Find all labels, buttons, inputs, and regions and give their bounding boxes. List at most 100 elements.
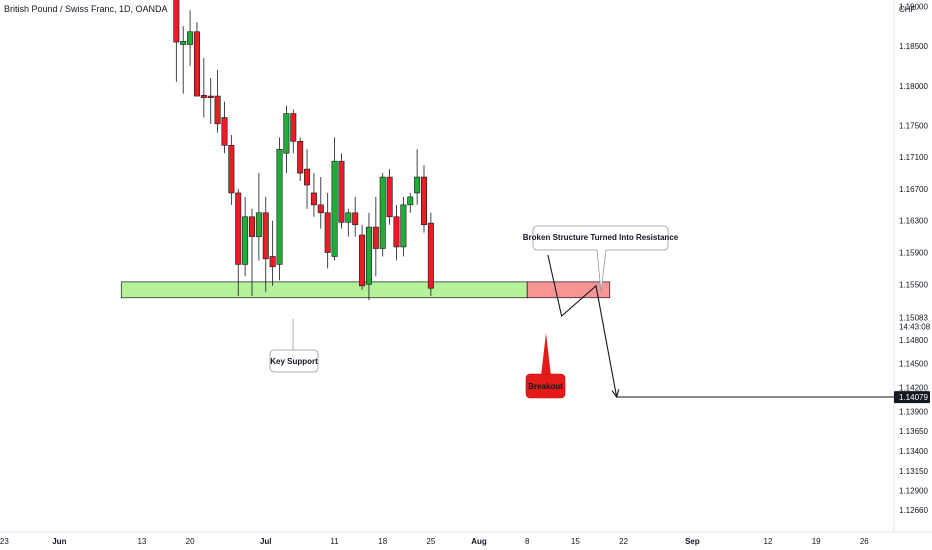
- y-tick-label: 1.17100: [899, 153, 928, 162]
- y-tick-label: 1.14200: [899, 383, 928, 392]
- candle[interactable]: [304, 149, 311, 209]
- candle[interactable]: [324, 192, 331, 269]
- candle[interactable]: [235, 188, 242, 297]
- candle[interactable]: [359, 224, 366, 290]
- candle[interactable]: [290, 109, 297, 154]
- candle[interactable]: [297, 137, 304, 182]
- candle[interactable]: [420, 165, 427, 233]
- candle[interactable]: [345, 208, 352, 237]
- broken-structure-callout[interactable]: Broken Structure Turned Into Resistance: [523, 225, 679, 293]
- candle[interactable]: [200, 57, 207, 118]
- x-tick-label: 25: [426, 537, 435, 546]
- candle[interactable]: [317, 177, 324, 229]
- y-tick-label: 1.12660: [899, 506, 928, 515]
- candle-body-bear: [173, 0, 180, 43]
- y-tick-label: 1.14500: [899, 360, 928, 369]
- candle[interactable]: [331, 137, 338, 261]
- candle-body-bull: [242, 216, 249, 265]
- candle-body-bear: [304, 168, 311, 186]
- candle[interactable]: [372, 196, 379, 277]
- candle-body-bear: [297, 141, 304, 174]
- candle-body-bear: [359, 234, 366, 287]
- candle-body-bear: [214, 95, 221, 125]
- x-tick-label: 11: [330, 537, 339, 546]
- y-tick-label: 1.13400: [899, 447, 928, 456]
- candle-body-bull: [414, 176, 421, 194]
- x-tick-label: 8: [525, 537, 530, 546]
- candle[interactable]: [242, 196, 249, 277]
- drawings-layer: [547, 254, 894, 399]
- candle-body-bear: [352, 212, 359, 226]
- candle-body-bull: [400, 204, 407, 248]
- candle[interactable]: [269, 220, 276, 286]
- candle-body-bear: [324, 212, 331, 253]
- candle[interactable]: [228, 134, 235, 205]
- candle-body-bull: [407, 196, 414, 206]
- x-tick-label: 13: [137, 537, 146, 546]
- candle[interactable]: [407, 192, 414, 213]
- candle[interactable]: [262, 196, 269, 293]
- key-support-callout[interactable]: Key Support: [269, 319, 319, 373]
- breakout-label: Breakout: [528, 382, 563, 391]
- candle-body-bear: [207, 95, 214, 98]
- candle[interactable]: [180, 26, 187, 94]
- candle[interactable]: [249, 208, 256, 297]
- candle-body-bear: [249, 216, 256, 237]
- candle-body-bear: [290, 113, 297, 142]
- broken-structure-pointer: [596, 249, 607, 293]
- candle[interactable]: [393, 204, 400, 261]
- candle[interactable]: [221, 101, 228, 154]
- candle[interactable]: [193, 22, 200, 97]
- key-support-zone[interactable]: [120, 281, 528, 299]
- x-tick-label: 19: [812, 537, 821, 546]
- projection-path[interactable]: [547, 254, 618, 398]
- candle[interactable]: [352, 196, 359, 237]
- candle[interactable]: [365, 212, 372, 301]
- key-support-label: Key Support: [270, 357, 318, 366]
- x-tick-label: 26: [860, 537, 869, 546]
- candle-body-bull: [276, 148, 283, 265]
- candle[interactable]: [414, 149, 421, 205]
- candle-body-bear: [310, 192, 317, 206]
- candle[interactable]: [338, 153, 345, 229]
- x-tick-label: Jul: [260, 537, 272, 546]
- candle[interactable]: [310, 173, 317, 217]
- candle[interactable]: [283, 105, 290, 174]
- candle[interactable]: [400, 196, 407, 257]
- x-tick-label: Sep: [685, 537, 700, 546]
- x-tick-label: 12: [764, 537, 773, 546]
- candle-body-bull: [379, 176, 386, 249]
- candle[interactable]: [173, 0, 180, 82]
- candle[interactable]: [379, 173, 386, 257]
- candle[interactable]: [214, 69, 221, 133]
- candle-body-bull: [331, 160, 338, 257]
- breakout-badge: [525, 373, 566, 399]
- x-tick-label: 23: [0, 537, 9, 546]
- y-tick-label: 1.13150: [899, 467, 928, 476]
- candle-body-bear: [221, 117, 228, 146]
- target-price-label: 1.14079: [899, 393, 928, 402]
- candle[interactable]: [427, 212, 434, 297]
- current-price-label: 1.15083: [899, 313, 928, 322]
- candle-body-bull: [365, 226, 372, 285]
- candle[interactable]: [276, 137, 283, 281]
- x-tick-label: 20: [186, 537, 195, 546]
- candle-body-bear: [427, 222, 434, 289]
- time-axis[interactable]: 23 Jun 13 20 Jul 11 18 25 Aug 8 15 22 Sep 12 19 26: [0, 537, 869, 546]
- candle[interactable]: [187, 10, 194, 66]
- candle-body-bear: [193, 31, 200, 97]
- y-tick-label: 1.16300: [899, 217, 928, 226]
- candle[interactable]: [255, 173, 262, 261]
- zones-layer: [120, 281, 611, 299]
- y-tick-label: 1.18000: [899, 82, 928, 91]
- y-tick-label: 1.19000: [899, 2, 928, 11]
- candle[interactable]: [207, 77, 214, 124]
- resistance-zone[interactable]: [526, 281, 611, 299]
- candle[interactable]: [386, 169, 393, 225]
- y-tick-label: 1.16700: [899, 185, 928, 194]
- candles-layer: [173, 0, 434, 301]
- breakout-callout[interactable]: Breakout: [525, 333, 566, 399]
- candle-body-bear: [372, 226, 379, 249]
- price-axis[interactable]: 1.19000 1.18500 1.18000 1.17500 1.17100 1.167…: [894, 2, 931, 515]
